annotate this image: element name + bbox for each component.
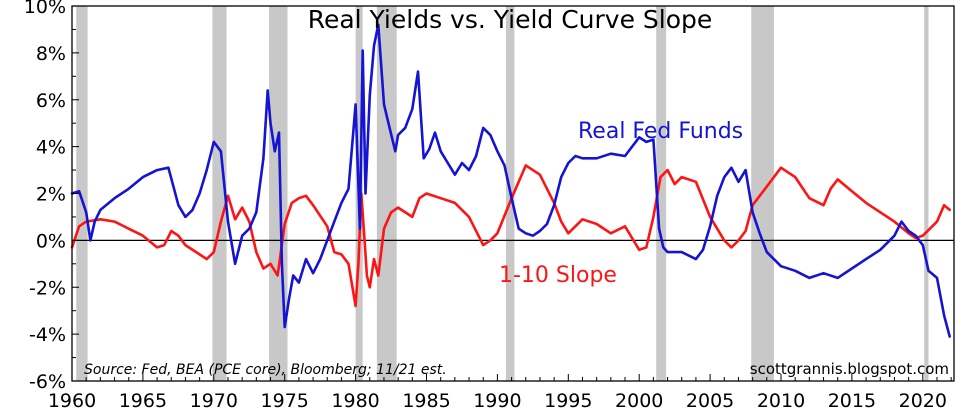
source-note: Source: Fed, BEA (PCE core), Bloomberg; … <box>84 362 447 378</box>
series-layer <box>70 23 952 338</box>
y-tick-label: -2% <box>29 277 66 299</box>
y-tick-label: 0% <box>36 230 66 252</box>
y-tick-label: 8% <box>36 43 66 65</box>
x-tick-label: 2010 <box>757 390 805 412</box>
x-axis: 1960 1965 1970 1975 1980 1985 1990 1995 2000 2005… <box>48 374 952 412</box>
x-tick-label: 1960 <box>48 390 96 412</box>
y-tick-label: 4% <box>36 137 66 159</box>
series-label-real-fed-funds: Real Fed Funds <box>578 119 743 144</box>
recession-band <box>212 6 227 381</box>
x-tick-label: 2015 <box>828 390 876 412</box>
x-tick-label: 1995 <box>544 390 592 412</box>
y-tick-label: -6% <box>29 371 66 393</box>
x-tick-label: 1980 <box>331 390 379 412</box>
x-tick-label: 1985 <box>402 390 450 412</box>
recession-band <box>656 6 667 381</box>
x-tick-label: 2005 <box>686 390 734 412</box>
recession-band <box>924 6 929 381</box>
x-tick-label: 1975 <box>261 390 309 412</box>
y-tick-label: 2% <box>36 184 66 206</box>
recession-band <box>376 6 397 381</box>
x-tick-label: 1990 <box>473 390 521 412</box>
series-label-1-10-slope: 1-10 Slope <box>499 263 617 288</box>
credit-text: scottgrannis.blogspot.com <box>750 360 949 378</box>
y-tick-label: 6% <box>36 90 66 112</box>
chart-title: Real Yields vs. Yield Curve Slope <box>308 5 713 34</box>
x-tick-label: 2020 <box>899 390 947 412</box>
recession-band <box>76 6 88 381</box>
y-tick-label: 10% <box>24 0 66 18</box>
x-tick-label: 1965 <box>119 390 167 412</box>
y-tick-label: -4% <box>29 324 66 346</box>
x-tick-label: 2000 <box>615 390 663 412</box>
series-line-real-fed-funds <box>70 23 952 338</box>
x-tick-label: 1970 <box>190 390 238 412</box>
y-axis: -6% -4% -2% 0% 2% 4% 6% 8% 10% <box>24 0 79 393</box>
